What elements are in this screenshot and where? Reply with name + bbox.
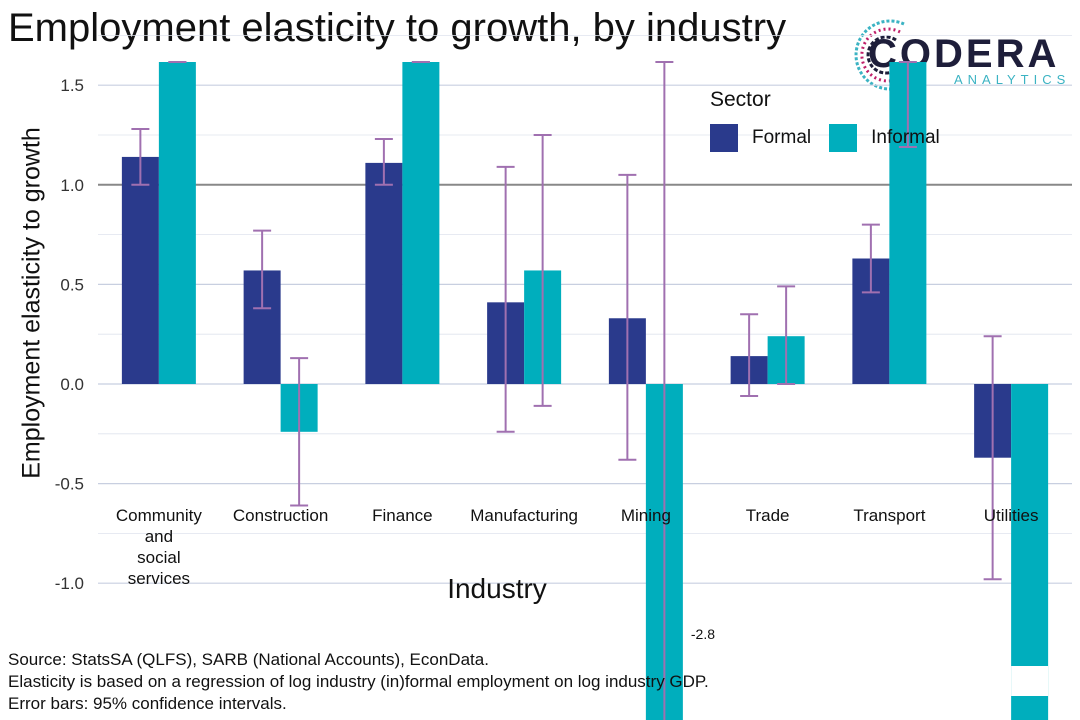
note-error-bars: Error bars: 95% confidence intervals. [8,694,287,713]
x-category-labels: Community and social services Construction Fi… [116,506,1039,588]
x-axis-label: Industry [447,573,547,604]
bar-gap-mask [1011,666,1049,696]
legend-swatch-informal [829,124,858,152]
x-category-label: Finance [372,506,432,525]
y-tick-label: 0.5 [60,275,84,294]
legend-label-informal: Informal [871,127,940,148]
note-method: Elasticity is based on a regression of l… [8,672,709,691]
y-tick-label: 0.0 [60,375,84,394]
y-tick-label: 1.0 [60,176,84,195]
logo-arc-icon [854,19,905,91]
x-category-label: and [145,527,173,546]
legend-title: Sector [710,88,771,111]
x-category-label: services [128,569,190,588]
bar-informal [1011,384,1049,720]
legend-swatch-formal [710,124,738,152]
x-category-label: Mining [621,506,671,525]
x-category-label: Trade [746,506,790,525]
x-category-label: social [137,548,180,567]
x-category-label: Utilities [984,506,1039,525]
x-category-label: Community [116,506,202,525]
legend-item-informal: Informal [829,124,940,152]
bar-formal [121,156,159,384]
x-category-label: Manufacturing [470,506,578,525]
y-tick-label: -0.5 [55,475,84,494]
source-notes: Source: StatsSA (QLFS), SARB (National A… [8,649,709,715]
legend-item-formal: Formal [710,124,811,152]
bar-formal [365,162,403,384]
chart-title: Employment elasticity to growth, by indu… [8,6,787,50]
value-label: -2.8 [691,626,715,642]
error-bars-layer [131,61,1002,720]
bar-informal [402,62,440,384]
x-category-label: Construction [233,506,328,525]
x-category-label: Transport [853,506,925,525]
logo-tagline: ANALYTICS [954,72,1071,87]
legend-label-formal: Formal [752,127,812,148]
y-tick-label: 1.5 [60,76,84,95]
bar-informal [158,62,196,384]
y-tick-label: -1.0 [55,574,84,593]
value-labels: -2.8-6.7 [691,626,1049,696]
y-axis-label: Employment elasticity to growth [17,127,46,479]
note-source: Source: StatsSA (QLFS), SARB (National A… [8,650,489,669]
bars-layer [121,62,1049,720]
y-tick-labels: 3.02.52.01.51.00.50.0-0.5-1.0 [55,76,84,593]
legend: Sector Formal Informal [710,88,958,152]
